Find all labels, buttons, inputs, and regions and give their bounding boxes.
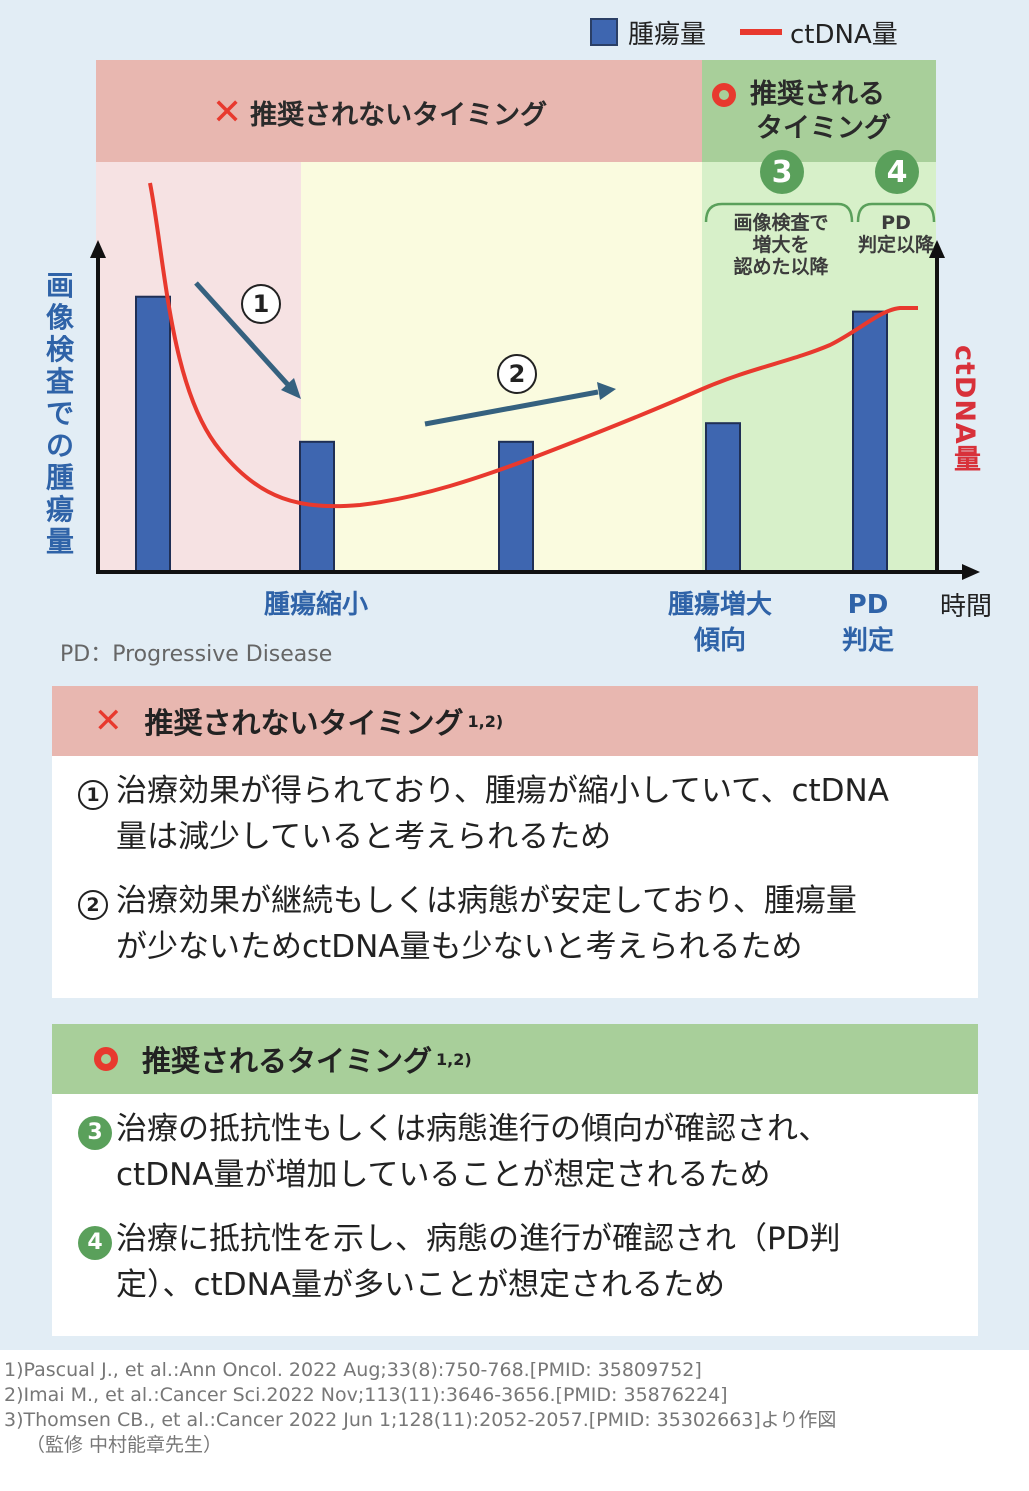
red-zone — [96, 162, 301, 572]
item-text: 治療に抵抗性を示し、病態の進行が確認され（PD判 定）、ctDNA量が多いことが想… — [116, 1221, 841, 1303]
band-title-text: 推奨されないタイミング — [250, 100, 548, 131]
step3-label-line: 画像検査で — [733, 212, 829, 234]
x-label-line: PD — [847, 590, 889, 620]
cross-icon: ✕ — [94, 701, 123, 741]
step4-bracket — [856, 202, 936, 223]
item-number: 4 — [78, 1226, 112, 1260]
legend: 腫瘍量 ctDNA量 — [590, 14, 898, 50]
y-axis-left-label: 画像検査での腫瘍量 — [45, 269, 74, 558]
not-recommended-band-title: ✕ 推奨されないタイミング — [212, 92, 547, 133]
y-axis-left-arrow — [90, 240, 106, 258]
legend-line-label: ctDNA量 — [790, 19, 898, 50]
cross-icon: ✕ — [212, 92, 243, 133]
item-text: 治療効果が得られており、腫瘍が縮小していて、ctDNA 量は減少していると考えられ… — [116, 773, 889, 855]
x-label-pd: PD 判定 — [800, 587, 936, 659]
not-recommended-panel: ✕ 推奨されないタイミング 1,2) 1 治療効果が得られており、腫瘍が縮小して… — [52, 686, 978, 998]
step4-badge: 4 — [875, 150, 919, 194]
step3-bracket — [704, 202, 854, 223]
panel-good-header: 推奨されるタイミング 1,2) — [52, 1024, 978, 1094]
step3-label-line: 増大を — [752, 234, 810, 256]
legend-bar-label: 腫瘍量 — [628, 19, 707, 50]
panel-good-body: 3 治療の抵抗性もしくは病態進行の傾向が確認され、 ctDNA量が増加していること… — [52, 1094, 978, 1336]
trend-arrow-2 — [424, 389, 599, 427]
recommended-title-text1: 推奨される — [750, 79, 885, 110]
x-label-line: 傾向 — [693, 626, 746, 656]
trend-arrow-2-head — [597, 382, 616, 400]
x-label-line: 腫瘍増大 — [667, 590, 772, 620]
list-item: 1 治療効果が得られており、腫瘍が縮小していて、ctDNA 量は減少していると考え… — [78, 768, 948, 860]
item-text: 治療効果が継続もしくは病態が安定しており、腫瘍量 が少ないためctDNA量も少ない… — [116, 883, 857, 965]
legend-bar-swatch — [590, 18, 618, 46]
references: 1)Pascual J., et al.:Ann Oncol. 2022 Aug… — [0, 1350, 1029, 1491]
annotation-2: 2 — [497, 354, 537, 394]
recommended-title-line1: 推奨される — [712, 78, 902, 112]
legend-line-swatch — [740, 29, 783, 35]
panel-bad-sup: 1,2) — [467, 711, 504, 731]
recommended-band-title: 推奨される タイミング — [712, 78, 902, 146]
reference-item: 2)Imai M., et al.:Cancer Sci.2022 Nov;11… — [4, 1384, 728, 1406]
pd-footnote: PD：Progressive Disease — [60, 642, 333, 667]
item-text: 治療の抵抗性もしくは病態進行の傾向が確認され、 ctDNA量が増加していることが想… — [116, 1111, 830, 1193]
tumor-bar — [135, 295, 171, 573]
tumor-bar — [852, 310, 888, 573]
reference-item: 3)Thomsen CB., et al.:Cancer 2022 Jun 1;… — [4, 1409, 837, 1431]
list-item: 2 治療効果が継続もしくは病態が安定しており、腫瘍量 が少ないためctDNA量も少… — [78, 878, 948, 970]
step3-label-line: 認めた以降 — [733, 256, 829, 278]
panel-bad-body: 1 治療効果が得られており、腫瘍が縮小していて、ctDNA 量は減少していると考え… — [52, 756, 978, 998]
y-axis-right-label: ctDNA量 — [949, 345, 980, 473]
ctdna-line — [148, 182, 918, 509]
x-label-line: 腫瘍縮小 — [263, 590, 368, 620]
circle-icon — [712, 83, 736, 107]
annotation-1: 1 — [241, 284, 281, 324]
x-axis-arrow — [962, 564, 980, 580]
panel-bad-header: ✕ 推奨されないタイミング 1,2) — [52, 686, 978, 756]
x-label-line: 判定 — [841, 626, 894, 656]
item-number: 2 — [78, 890, 108, 920]
item-number: 1 — [78, 780, 108, 810]
panel-good-title: 推奨されるタイミング — [142, 1044, 433, 1078]
recommended-panel: 推奨されるタイミング 1,2) 3 治療の抵抗性もしくは病態進行の傾向が確認され… — [52, 1024, 978, 1336]
step4-label-line: PD — [881, 212, 911, 234]
list-item: 4 治療に抵抗性を示し、病態の進行が確認され（PD判 定）、ctDNA量が多いこと… — [78, 1216, 948, 1308]
step3-label: 画像検査で 増大を 認めた以降 — [712, 212, 850, 278]
y-axis-right-arrow — [929, 240, 945, 258]
panel-good-sup: 1,2) — [436, 1049, 472, 1069]
step3-badge: 3 — [760, 150, 804, 194]
not-recommended-band — [96, 60, 702, 162]
recommended-title-text2: タイミング — [756, 113, 891, 144]
trend-arrow-1-head — [281, 378, 301, 399]
item-number: 3 — [78, 1116, 112, 1150]
step4-label: PD 判定以降 — [856, 212, 936, 256]
recommended-band — [702, 60, 936, 162]
circle-icon — [94, 1047, 118, 1071]
x-label-growth: 腫瘍増大 傾向 — [640, 587, 800, 659]
x-axis-label: 時間 — [940, 592, 993, 622]
trend-arrow-1 — [194, 281, 292, 389]
step4-label-line: 判定以降 — [857, 234, 934, 256]
reference-item: 1)Pascual J., et al.:Ann Oncol. 2022 Aug… — [4, 1359, 702, 1381]
x-label-shrink: 腫瘍縮小 — [236, 587, 396, 623]
reference-item: （監修 中村能章先生） — [26, 1434, 223, 1456]
tumor-bar — [705, 422, 741, 574]
panel-bad-title: 推奨されないタイミング — [144, 706, 464, 740]
list-item: 3 治療の抵抗性もしくは病態進行の傾向が確認され、 ctDNA量が増加していること… — [78, 1106, 948, 1198]
